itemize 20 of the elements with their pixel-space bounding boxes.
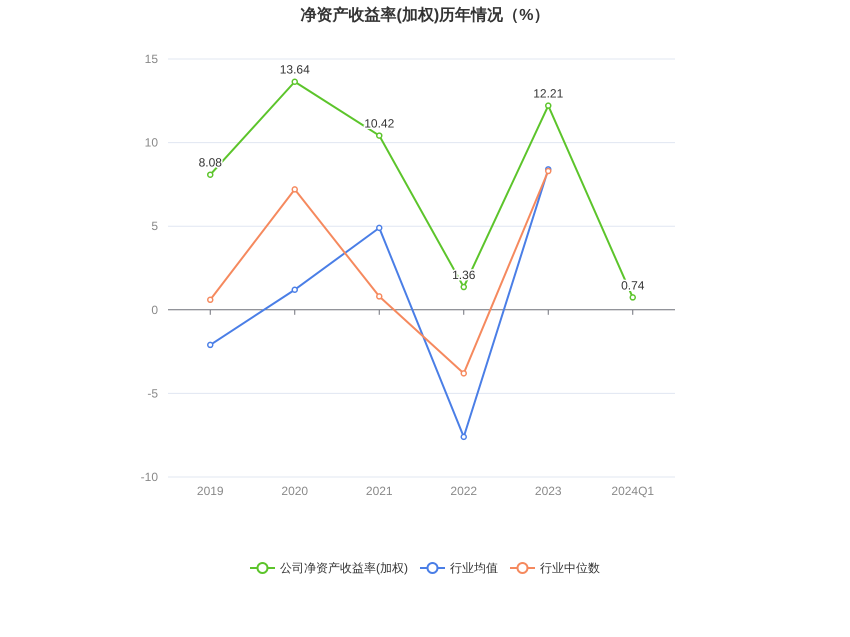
x-tick-label: 2021 (366, 484, 393, 498)
x-tick-label: 2024Q1 (611, 484, 654, 498)
chart-title: 净资产收益率(加权)历年情况（%） (300, 5, 550, 24)
data-label: 13.64 (280, 62, 310, 77)
y-tick-label: -10 (140, 470, 158, 484)
legend-label: 行业均值 (450, 561, 498, 575)
y-tick-label: 15 (144, 52, 158, 66)
legend-label: 行业中位数 (540, 561, 600, 575)
y-tick-label: 10 (144, 136, 158, 150)
x-tick-label: 2020 (281, 484, 308, 498)
data-label: 8.08 (198, 156, 222, 170)
y-tick-label: -5 (147, 386, 158, 400)
y-tick-label: 5 (151, 219, 158, 234)
x-tick-label: 2023 (534, 484, 562, 498)
x-tick-label: 2022 (450, 484, 478, 498)
y-tick-label: 0 (151, 302, 158, 317)
x-tick-label: 2019 (196, 484, 224, 498)
data-label: 10.42 (364, 116, 395, 131)
legend-label: 公司净资产收益率(加权) (280, 561, 408, 575)
data-label: 12.21 (533, 86, 564, 101)
